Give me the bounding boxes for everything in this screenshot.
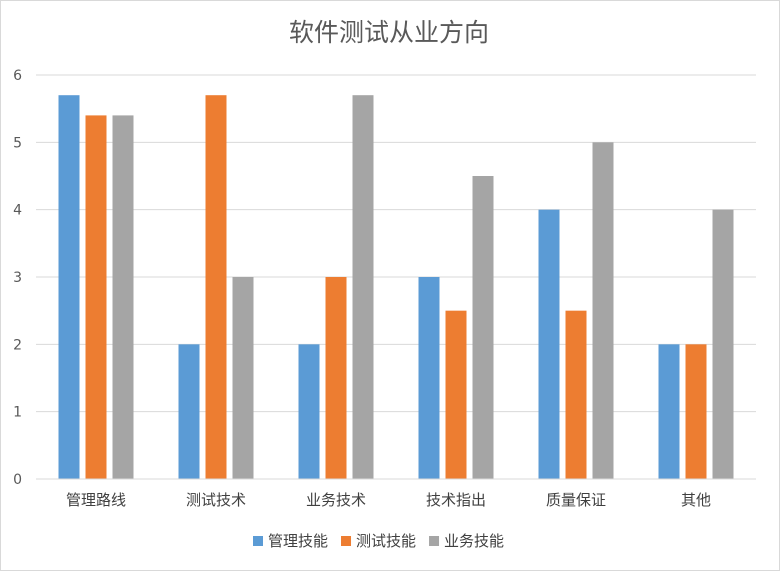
x-category-label: 其他 (681, 491, 711, 509)
bar-1-1 (58, 95, 80, 479)
y-tick-label: 1 (13, 405, 22, 421)
x-category-label: 业务技术 (306, 491, 366, 509)
x-category-label: 技术指出 (426, 491, 486, 509)
bar-2-6 (685, 344, 707, 479)
bar-3-5 (592, 142, 614, 480)
y-axis-ticks: 0 1 2 3 4 5 6 (13, 68, 22, 488)
x-category-label: 质量保证 (546, 491, 606, 509)
bar-3-3 (352, 95, 374, 479)
bar-3-6 (712, 209, 734, 479)
bar-1-2 (178, 344, 200, 479)
y-tick-label: 4 (13, 203, 22, 219)
bar-2-2 (205, 95, 227, 479)
x-category-label: 测试技术 (186, 491, 246, 509)
bar-2-3 (325, 277, 347, 479)
bar-2-5 (565, 310, 587, 479)
y-tick-label: 6 (13, 68, 22, 84)
bar-1-6 (658, 344, 680, 479)
bar-1-3 (298, 344, 320, 479)
bar-3-1 (112, 115, 134, 480)
y-tick-label: 0 (13, 472, 22, 488)
legend-swatch (253, 536, 263, 546)
bar-2-4 (445, 310, 467, 479)
bar-3-4 (472, 176, 494, 479)
y-tick-label: 3 (13, 270, 22, 286)
bars (58, 95, 734, 480)
x-axis-labels: 管理路线 测试技术 业务技术 技术指出 质量保证 其他 (66, 491, 711, 509)
legend-label: 测试技能 (356, 532, 416, 550)
x-category-label: 管理路线 (66, 491, 126, 509)
legend-swatch (429, 536, 440, 546)
legend: 管理技能 测试技能 业务技能 (253, 532, 504, 550)
bar-3-2 (232, 277, 254, 479)
y-tick-label: 2 (13, 337, 22, 353)
chart-title: 软件测试从业方向 (289, 18, 489, 47)
gridlines (36, 74, 756, 413)
y-tick-label: 5 (13, 135, 22, 151)
legend-label: 管理技能 (268, 532, 328, 550)
legend-label: 业务技能 (444, 532, 504, 550)
bar-1-5 (538, 209, 560, 479)
bar-1-4 (418, 277, 440, 479)
legend-swatch (341, 536, 352, 546)
bar-2-1 (85, 115, 107, 480)
